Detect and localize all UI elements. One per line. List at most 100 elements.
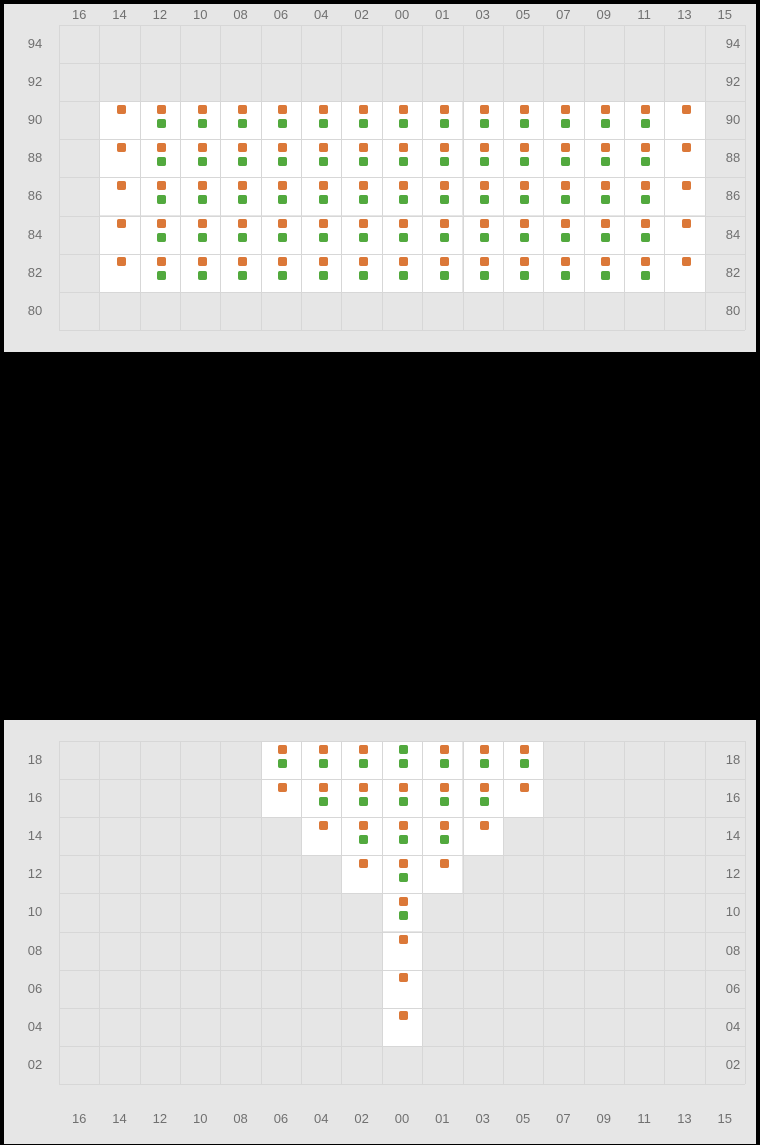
marker-primary (238, 257, 247, 266)
marker-secondary (601, 157, 610, 166)
column-label: 01 (430, 1111, 454, 1126)
marker-secondary (319, 797, 328, 806)
column-label: 11 (632, 1111, 656, 1126)
bottom-panel: 1614121008060402000103050709111315181816… (3, 719, 757, 1145)
grid-line-vertical (624, 741, 625, 1084)
marker-secondary (561, 271, 570, 280)
marker-primary (480, 143, 489, 152)
row-label-left: 18 (23, 752, 47, 767)
marker-primary (157, 105, 166, 114)
row-label-right: 80 (721, 303, 745, 318)
row-label-right: 18 (721, 752, 745, 767)
row-label-left: 92 (23, 74, 47, 89)
rack-diagram-root: 1614121008060402000103050709111315949492… (0, 0, 760, 800)
marker-primary (561, 219, 570, 228)
marker-primary (520, 219, 529, 228)
marker-primary (601, 181, 610, 190)
marker-primary (480, 745, 489, 754)
marker-secondary (399, 233, 408, 242)
marker-primary (238, 219, 247, 228)
marker-secondary (440, 195, 449, 204)
row-label-right: 14 (721, 828, 745, 843)
marker-primary (641, 143, 650, 152)
row-label-right: 16 (721, 790, 745, 805)
marker-primary (117, 219, 126, 228)
row-label-left: 80 (23, 303, 47, 318)
marker-primary (561, 181, 570, 190)
marker-primary (198, 143, 207, 152)
marker-primary (319, 257, 328, 266)
column-label: 06 (269, 7, 293, 22)
marker-primary (520, 181, 529, 190)
marker-secondary (520, 119, 529, 128)
column-label: 05 (511, 7, 535, 22)
marker-primary (480, 219, 489, 228)
marker-primary (561, 257, 570, 266)
column-label: 09 (592, 7, 616, 22)
column-label: 08 (229, 1111, 253, 1126)
row-label-left: 08 (23, 943, 47, 958)
marker-primary (399, 257, 408, 266)
row-label-right: 84 (721, 227, 745, 242)
marker-secondary (157, 119, 166, 128)
marker-secondary (319, 759, 328, 768)
marker-secondary (440, 119, 449, 128)
marker-primary (238, 181, 247, 190)
marker-secondary (198, 195, 207, 204)
marker-secondary (440, 759, 449, 768)
marker-secondary (198, 271, 207, 280)
column-label: 03 (471, 1111, 495, 1126)
marker-primary (238, 143, 247, 152)
grid-line-vertical (140, 741, 141, 1084)
marker-primary (278, 257, 287, 266)
grid-line-vertical (59, 741, 60, 1084)
row-label-right: 08 (721, 943, 745, 958)
column-label: 05 (511, 1111, 535, 1126)
marker-primary (440, 181, 449, 190)
row-label-left: 86 (23, 188, 47, 203)
row-label-right: 12 (721, 866, 745, 881)
column-label: 12 (148, 1111, 172, 1126)
marker-secondary (520, 195, 529, 204)
row-label-right: 90 (721, 112, 745, 127)
marker-primary (641, 257, 650, 266)
marker-primary (359, 105, 368, 114)
grid-line-vertical (705, 741, 706, 1084)
marker-secondary (561, 195, 570, 204)
marker-primary (117, 257, 126, 266)
marker-primary (440, 105, 449, 114)
row-label-left: 02 (23, 1057, 47, 1072)
marker-secondary (278, 271, 287, 280)
marker-primary (682, 257, 691, 266)
marker-primary (520, 257, 529, 266)
marker-primary (319, 181, 328, 190)
marker-primary (359, 181, 368, 190)
row-label-right: 92 (721, 74, 745, 89)
marker-primary (399, 821, 408, 830)
column-label: 11 (632, 7, 656, 22)
column-label: 02 (350, 1111, 374, 1126)
column-label: 12 (148, 7, 172, 22)
row-label-right: 04 (721, 1019, 745, 1034)
marker-primary (682, 143, 691, 152)
marker-primary (319, 745, 328, 754)
marker-secondary (157, 271, 166, 280)
column-label: 16 (67, 1111, 91, 1126)
marker-secondary (440, 797, 449, 806)
marker-primary (561, 143, 570, 152)
marker-secondary (641, 233, 650, 242)
marker-primary (198, 219, 207, 228)
marker-primary (278, 181, 287, 190)
grid-line-horizontal (59, 292, 745, 293)
marker-primary (440, 859, 449, 868)
marker-secondary (520, 271, 529, 280)
grid-line-vertical (584, 741, 585, 1084)
marker-secondary (440, 271, 449, 280)
marker-primary (399, 143, 408, 152)
marker-secondary (399, 911, 408, 920)
marker-primary (682, 219, 691, 228)
grid-line-horizontal (59, 1084, 745, 1085)
marker-secondary (319, 157, 328, 166)
marker-secondary (198, 233, 207, 242)
marker-secondary (359, 271, 368, 280)
